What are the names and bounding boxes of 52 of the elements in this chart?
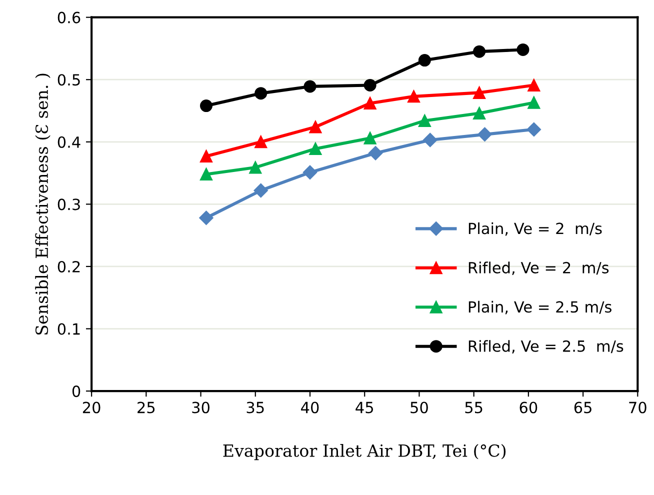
point	[473, 86, 486, 99]
y-tick-label: 0.6	[58, 12, 80, 24]
point	[309, 120, 322, 134]
point	[199, 210, 214, 225]
point	[526, 122, 541, 137]
x-tick-label: 65	[574, 402, 592, 414]
point	[364, 132, 376, 144]
x-tick-label: 70	[629, 402, 646, 414]
x-tick-label: 35	[246, 402, 264, 414]
point	[473, 45, 486, 58]
y-tick-label: 0.5	[58, 74, 80, 86]
y-tick-label: 0.2	[58, 260, 80, 272]
x-tick-label: 60	[520, 402, 538, 414]
y-tick-label: 0.3	[58, 198, 80, 210]
y-axis-title: Sensible Effectiveness (Ɛ sen. )	[35, 74, 50, 335]
point	[418, 54, 431, 67]
x-tick-label: 50	[410, 402, 428, 414]
point	[364, 78, 376, 92]
x-tick-label: 55	[465, 402, 482, 414]
point	[200, 100, 212, 112]
y-tick-label: 0	[72, 386, 80, 398]
point	[254, 136, 268, 148]
x-tick-label: 45	[356, 402, 373, 414]
point	[200, 168, 212, 181]
point	[368, 146, 383, 160]
point	[478, 127, 492, 142]
point	[408, 90, 420, 103]
point	[200, 150, 212, 162]
x-axis-title: Evaporator Inlet Air DBT, Tei (°C)	[223, 444, 506, 460]
y-tick-label: 0.4	[58, 136, 80, 148]
point	[309, 142, 322, 155]
x-tick-label: 20	[82, 402, 100, 414]
point	[364, 97, 376, 110]
point	[423, 132, 438, 148]
legend-label: Plain, Ve = 2.5 m/s	[468, 300, 612, 314]
point	[302, 165, 318, 180]
point	[418, 114, 431, 127]
point	[528, 78, 540, 92]
point	[249, 161, 262, 174]
point	[473, 106, 486, 120]
point	[254, 183, 268, 198]
point	[528, 96, 540, 109]
x-tick-label: 30	[192, 402, 210, 414]
point	[304, 80, 316, 93]
x-tick-label: 40	[301, 402, 319, 414]
legend-label: Rifled, Ve = 2 m/s	[468, 262, 609, 276]
legend-label: Plain, Ve = 2 m/s	[468, 222, 602, 236]
point	[516, 43, 530, 56]
y-tick-label: 0.1	[58, 323, 80, 335]
point	[254, 87, 268, 100]
x-tick-label: 25	[138, 402, 155, 414]
legend-label: Rifled, Ve = 2.5 m/s	[468, 340, 624, 354]
